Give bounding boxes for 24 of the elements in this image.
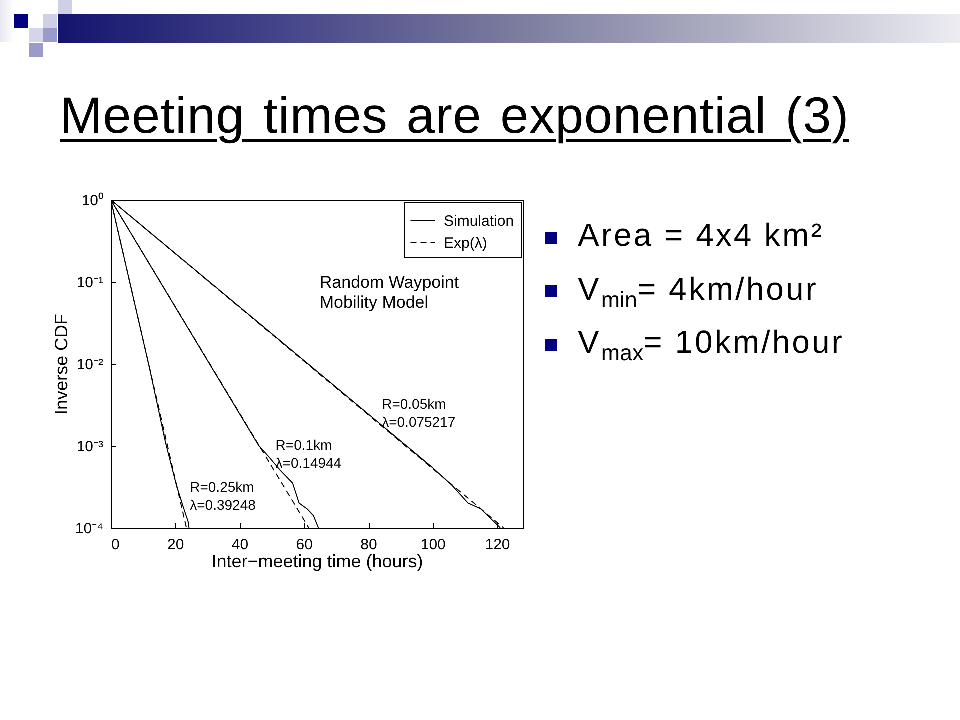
x-tick-label: 120 — [485, 536, 510, 554]
text: V$_{max}$= 10km/hour — [578, 323, 844, 368]
annotation: R=0.25km λ=0.39248 — [190, 478, 256, 513]
x-tick-label: 0 — [112, 536, 120, 554]
x-tick-label: 20 — [168, 536, 184, 554]
legend-label: Exp(λ) — [444, 235, 488, 252]
y-axis-title: Inverse CDF — [51, 314, 72, 416]
y-tick-label: 10⁻³ — [76, 438, 104, 456]
x-axis-title: Inter−meeting time (hours) — [212, 552, 424, 572]
annotation: R=0.05km λ=0.075217 — [382, 396, 456, 430]
y-tick-label: 10⁻¹ — [76, 274, 104, 292]
y-tick-label: 10⁻² — [76, 356, 104, 374]
x-tick-label: 80 — [360, 536, 378, 554]
x-tick-label: 100 — [420, 536, 446, 554]
annotation: Random Waypoint Mobility Model — [320, 272, 460, 312]
legend-label: Simulation — [444, 213, 514, 230]
y-tick-label: 10⁻⁴ — [75, 520, 104, 538]
text: V$_{min}$= 4km/hour — [578, 270, 818, 314]
y-tick-label: 10⁰ — [82, 192, 104, 210]
annotation: R=0.1km λ=0.14944 — [276, 437, 342, 471]
x-tick-label: 40 — [232, 536, 249, 554]
chart-title: Meeting times are exponential (3) — [60, 87, 850, 144]
text: Area = 4x4 km² — [578, 216, 824, 254]
x-tick-label: 60 — [296, 536, 313, 554]
